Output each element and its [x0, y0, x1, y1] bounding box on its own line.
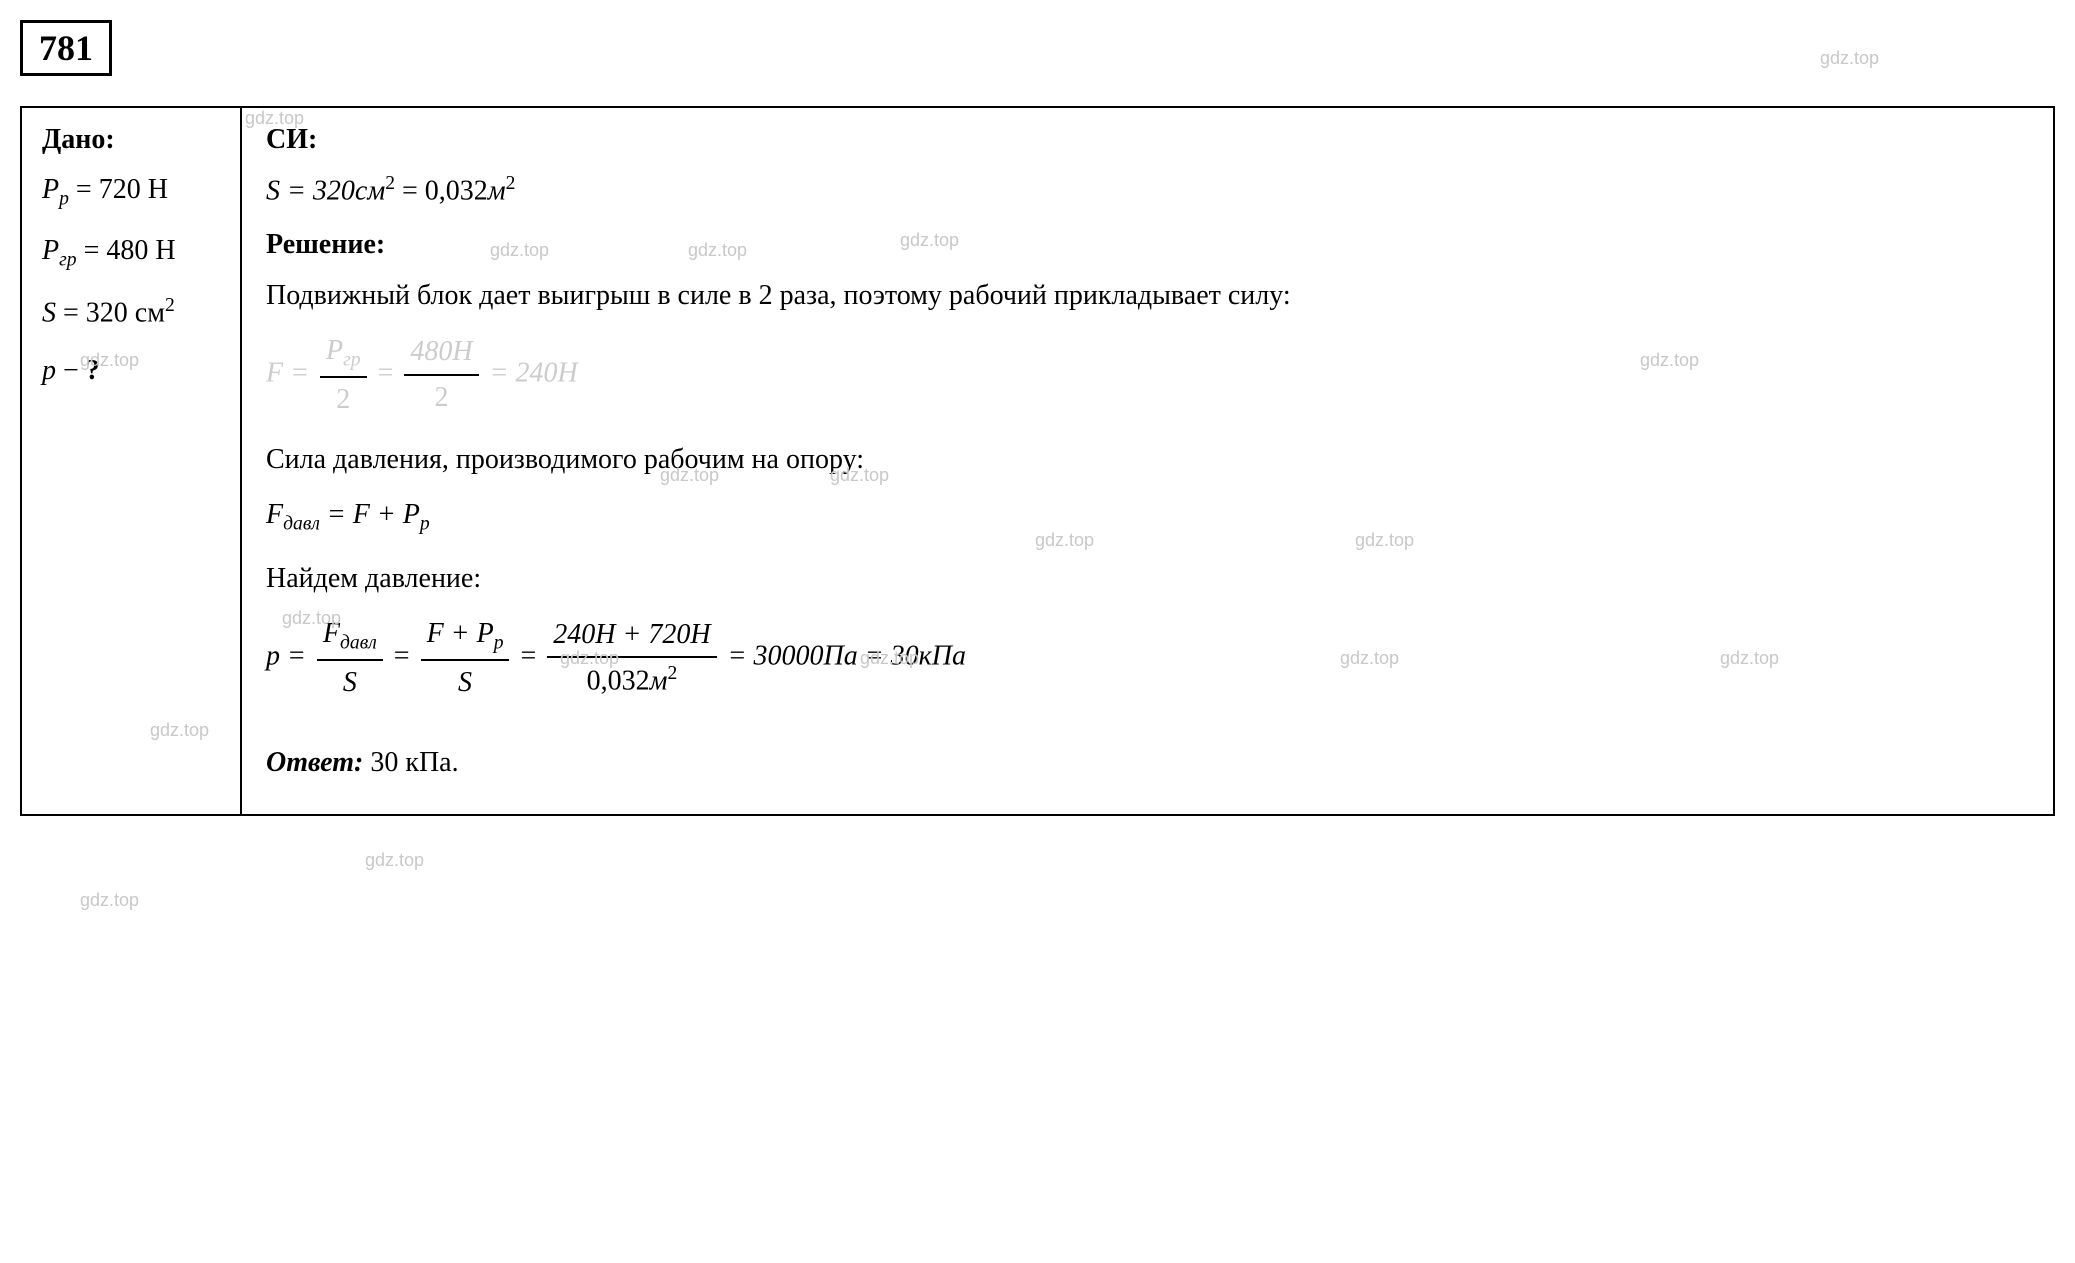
solution-text1: Подвижный блок дает выигрыш в силе в 2 р…: [266, 275, 2029, 317]
pfrac2-den: S: [421, 661, 510, 702]
problem-number: 781: [39, 28, 93, 68]
p-eq1: =: [394, 640, 417, 671]
fdavl-eq: = F + P: [320, 499, 420, 530]
pfrac2: F + Pp S: [421, 614, 510, 702]
solution-text3: Найдем давление:: [266, 558, 2029, 600]
p-num1-sub: давл: [340, 632, 377, 653]
f-num1: P: [326, 335, 343, 366]
pfrac1-den: S: [317, 661, 383, 702]
f-result: = 240H: [490, 357, 578, 388]
p-den3-sup: 2: [667, 663, 677, 684]
frac1: Pгр 2: [320, 331, 367, 419]
pgr-symbol: P: [42, 235, 59, 266]
watermark-text: gdz.top: [1820, 48, 1879, 69]
formula-pressure: p = Fдавл S = F + Pp S = 240H + 720H 0,0…: [266, 614, 2029, 702]
p-num2-sub: p: [494, 632, 504, 653]
si-sup2: 2: [506, 173, 516, 194]
fdavl-f: F: [266, 499, 283, 530]
p-result: = 30000Па = 30кПа: [728, 640, 966, 671]
given-s: S = 320 см2: [42, 292, 220, 333]
si-s-eq: S = 320: [266, 175, 355, 206]
given-header: Дано:: [42, 124, 220, 156]
si-unit2: м: [488, 175, 506, 206]
pgr-sub: гр: [59, 250, 76, 271]
fdavl-sub: давл: [283, 513, 320, 534]
s-sup: 2: [165, 295, 175, 316]
frac1-den: 2: [320, 378, 367, 419]
solution-column: СИ: S = 320см2 = 0,032м2 Решение: Подвиж…: [242, 108, 2053, 814]
frac2: 480H 2: [404, 332, 478, 416]
answer-value: 30 кПа.: [363, 747, 458, 778]
pfrac2-num: F + Pp: [421, 614, 510, 661]
f-left: F =: [266, 357, 316, 388]
p-den3-unit: м: [650, 666, 668, 697]
formula-fdavl: Fдавл = F + Pp: [266, 495, 2029, 538]
given-column: Дано: Pp = 720 Н Pгр = 480 Н S = 320 см2…: [22, 108, 242, 814]
s-value: = 320 см: [56, 297, 165, 328]
solution-header: Решение:: [266, 229, 2029, 261]
p-question: ?: [86, 355, 100, 386]
p-dash: −: [56, 355, 86, 386]
pp-value: = 720 Н: [69, 174, 168, 205]
f-mid1: =: [378, 357, 401, 388]
fdavl-p-sub: p: [420, 513, 430, 534]
watermark-text: gdz.top: [80, 890, 139, 911]
frac2-num: 480H: [404, 332, 478, 375]
frac1-num: Pгр: [320, 331, 367, 378]
p-eq2: =: [520, 640, 543, 671]
pfrac1-num: Fдавл: [317, 614, 383, 661]
problem-number-box: 781: [20, 20, 112, 76]
pgr-value: = 480 Н: [77, 235, 176, 266]
f-num1-sub: гр: [343, 349, 360, 370]
solution-text2: Сила давления, производимого рабочим на …: [266, 439, 2029, 481]
answer-line: Ответ: 30 кПа.: [266, 742, 2029, 784]
si-conversion: S = 320см2 = 0,032м2: [266, 170, 2029, 211]
frac2-den: 2: [404, 376, 478, 417]
formula-force: F = Pгр 2 = 480H 2 = 240H: [266, 331, 2029, 419]
page-container: 781 Дано: Pp = 720 Н Pгр = 480 Н S = 320…: [20, 20, 2055, 816]
pfrac3-num: 240H + 720H: [547, 615, 716, 658]
si-sup1: 2: [385, 173, 395, 194]
si-mid: = 0,032: [395, 175, 488, 206]
p-left: p =: [266, 640, 313, 671]
pfrac1: Fдавл S: [317, 614, 383, 702]
s-symbol: S: [42, 297, 56, 328]
solution-table: Дано: Pp = 720 Н Pгр = 480 Н S = 320 см2…: [20, 106, 2055, 816]
si-unit1: см: [355, 175, 385, 206]
pfrac3-den: 0,032м2: [547, 658, 716, 701]
given-p-question: p − ?: [42, 351, 220, 390]
p-symbol: p: [42, 355, 56, 386]
given-pp: Pp = 720 Н: [42, 170, 220, 213]
p-num2-a: F + P: [427, 618, 494, 649]
pp-sub: p: [59, 189, 69, 210]
table-row: Дано: Pp = 720 Н Pгр = 480 Н S = 320 см2…: [22, 108, 2053, 814]
given-pgr: Pгр = 480 Н: [42, 231, 220, 274]
si-header: СИ:: [266, 124, 2029, 156]
pp-symbol: P: [42, 174, 59, 205]
watermark-text: gdz.top: [365, 850, 424, 871]
pfrac3: 240H + 720H 0,032м2: [547, 615, 716, 701]
answer-label: Ответ:: [266, 747, 363, 778]
p-den3-val: 0,032: [587, 666, 650, 697]
p-num1-f: F: [323, 618, 340, 649]
